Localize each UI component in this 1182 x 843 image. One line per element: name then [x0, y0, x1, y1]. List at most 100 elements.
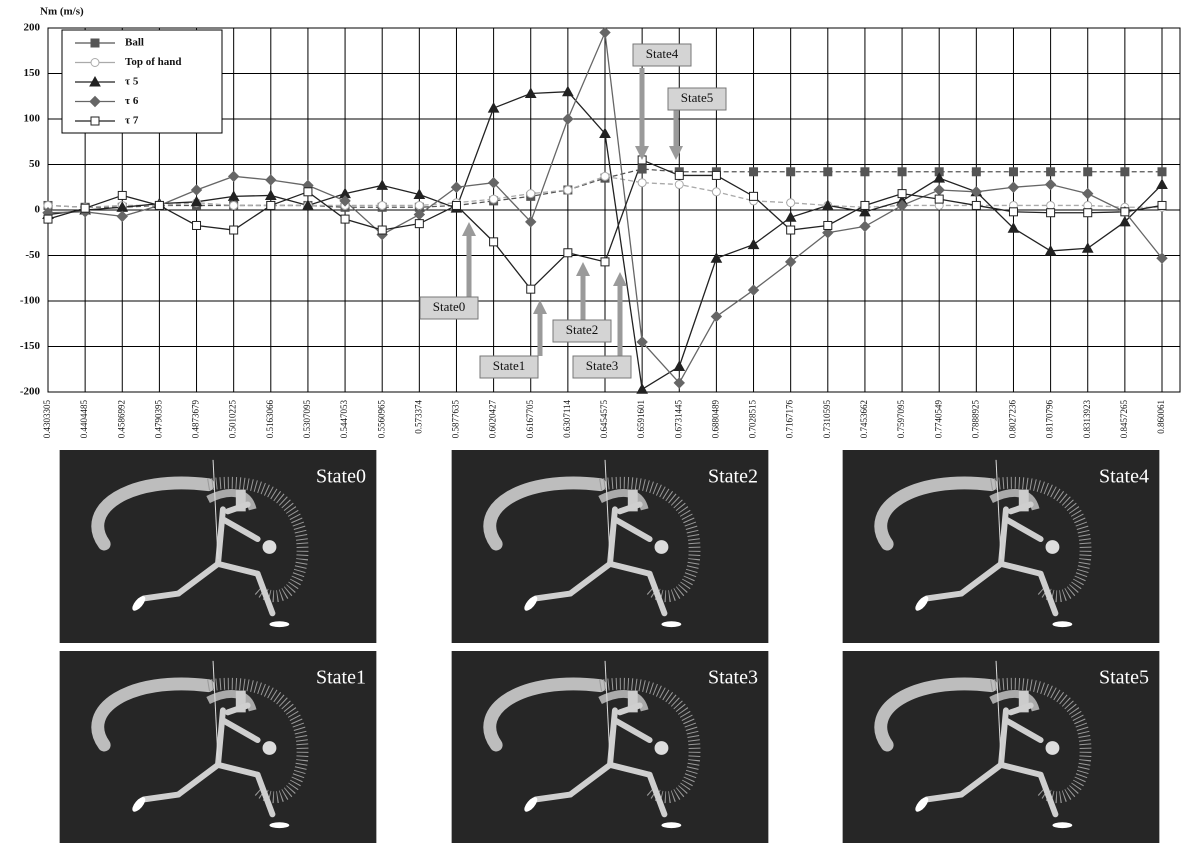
marker [638, 179, 646, 187]
x-tick-label: 0.5010225 [228, 400, 238, 439]
marker [527, 285, 535, 293]
marker [230, 226, 238, 234]
legend-label: Ball [125, 37, 144, 49]
x-tick-label: 0.8170796 [1045, 400, 1055, 439]
y-tick-label: -200 [20, 386, 41, 398]
y-tick-label: 100 [24, 113, 41, 125]
marker [1084, 209, 1092, 217]
marker [118, 191, 126, 199]
marker [712, 171, 720, 179]
annotation-label: State0 [433, 299, 466, 314]
marker [91, 59, 99, 67]
y-tick-label: 150 [24, 67, 41, 79]
x-tick-label: 0.7888925 [970, 400, 980, 439]
marker [861, 201, 869, 209]
marker [898, 190, 906, 198]
legend-label: τ 5 [125, 76, 139, 88]
marker [452, 201, 460, 209]
marker [824, 168, 832, 176]
marker [304, 188, 312, 196]
y-tick-label: -50 [25, 249, 40, 261]
x-tick-label: 0.4404485 [79, 400, 89, 439]
marker [972, 168, 980, 176]
marker [91, 117, 99, 125]
y-tick-label: 50 [29, 158, 41, 170]
x-tick-label: 0.5877635 [451, 400, 461, 439]
x-tick-label: 0.860061 [1156, 400, 1166, 434]
x-tick-label: 0.7740549 [933, 400, 943, 439]
state-panel-label: State4 [1099, 466, 1149, 488]
x-tick-label: 0.7453662 [859, 400, 869, 438]
marker [675, 181, 683, 189]
marker [972, 201, 980, 209]
marker [675, 171, 683, 179]
marker [935, 195, 943, 203]
marker [415, 201, 423, 209]
marker [1158, 168, 1166, 176]
figure: Nm (m/s) -200 -150 -100 -50 0 50 100 150 200 0.43… [0, 0, 1182, 843]
legend-label: Top of hand [125, 56, 181, 68]
x-tick-label: 0.573374 [413, 400, 423, 434]
y-tick-label: 0 [35, 204, 41, 216]
x-tick-label: 0.6731445 [673, 400, 683, 439]
marker [155, 201, 163, 209]
state-panel-label: State1 [316, 667, 366, 689]
marker [638, 165, 646, 173]
marker [490, 238, 498, 246]
x-tick-label: 0.4303305 [42, 400, 52, 439]
y-tick-label: -150 [20, 340, 41, 352]
annotation-label: State1 [493, 358, 526, 373]
y-tick-label: -100 [20, 295, 41, 307]
marker [1047, 209, 1055, 217]
marker [1009, 208, 1017, 216]
marker [1084, 168, 1092, 176]
marker [91, 39, 99, 47]
page: Nm (m/s) -200 -150 -100 -50 0 50 100 150 200 0.43… [0, 0, 1182, 843]
x-tick-label: 0.4790395 [153, 400, 163, 439]
marker [601, 258, 609, 266]
state-panel-label: State0 [316, 466, 366, 488]
marker [601, 172, 609, 180]
legend-label: τ 7 [125, 115, 139, 127]
x-tick-label: 0.6880489 [710, 400, 720, 439]
marker [750, 168, 758, 176]
state-panel-label: State5 [1099, 667, 1149, 689]
marker [564, 249, 572, 257]
x-tick-label: 0.8313923 [1082, 400, 1092, 439]
x-tick-label: 0.7028515 [748, 400, 758, 439]
x-tick-label: 0.7167176 [785, 400, 795, 439]
marker [750, 192, 758, 200]
marker [341, 215, 349, 223]
x-tick-label: 0.7310595 [822, 400, 832, 439]
marker [415, 220, 423, 228]
legend-label: τ 6 [125, 95, 139, 107]
x-tick-label: 0.4586992 [116, 400, 126, 438]
marker [1121, 168, 1129, 176]
marker [378, 226, 386, 234]
marker [267, 201, 275, 209]
x-tick-label: 0.7597095 [896, 400, 906, 439]
marker [81, 204, 89, 212]
marker [230, 201, 238, 209]
state-panel-label: State3 [708, 667, 758, 689]
annotation-label: State2 [566, 322, 599, 337]
x-tick-label: 0.6307114 [562, 400, 572, 438]
x-tick-label: 0.8457265 [1119, 400, 1129, 439]
x-tick-label: 0.6591601 [636, 400, 646, 438]
marker [898, 168, 906, 176]
annotation-label: State3 [586, 358, 619, 373]
x-tick-label: 0.5163066 [265, 400, 275, 439]
marker [527, 190, 535, 198]
marker [824, 221, 832, 229]
y-tick-label: 200 [24, 22, 41, 34]
x-tick-label: 0.6020427 [488, 399, 498, 438]
marker [1009, 168, 1017, 176]
y-axis-label: Nm (m/s) [40, 6, 84, 18]
marker [1121, 208, 1129, 216]
annotation-label: State5 [681, 90, 714, 105]
x-tick-label: 0.6454575 [599, 400, 609, 439]
annotation-label: State4 [646, 46, 679, 61]
marker [787, 199, 795, 207]
x-tick-label: 0.4873679 [191, 400, 201, 439]
marker [564, 186, 572, 194]
